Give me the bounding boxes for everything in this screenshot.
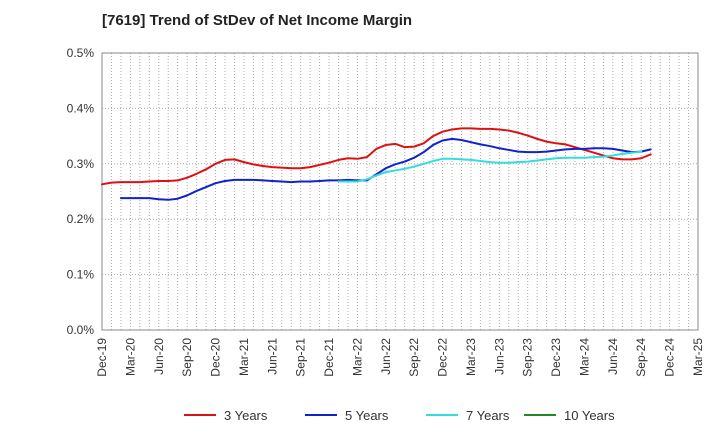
x-tick-label: Dec-23: [549, 338, 563, 377]
series-line-5-years: [119, 137, 652, 201]
x-tick-label: Dec-22: [436, 338, 450, 377]
chart-title: [7619] Trend of StDev of Net Income Marg…: [102, 12, 413, 29]
x-tick-label: Dec-20: [209, 338, 223, 377]
x-tick-label: Dec-19: [95, 338, 109, 377]
y-tick-label: 0.2%: [67, 212, 95, 226]
x-tick-label: Dec-21: [322, 338, 336, 377]
x-tick-label: Jun-23: [492, 338, 506, 375]
legend-label-5-years: 5 Years: [345, 408, 389, 423]
x-tick-label: Mar-22: [350, 338, 364, 376]
x-tick-label: Mar-24: [577, 338, 591, 376]
series-line-7-years: [337, 150, 643, 183]
legend-label-3-years: 3 Years: [224, 408, 268, 423]
x-tick-label: Mar-20: [123, 338, 137, 376]
y-tick-label: 0.1%: [67, 268, 95, 282]
x-tick-label: Jun-24: [606, 338, 620, 375]
x-tick-label: Sep-21: [294, 338, 308, 377]
legend-label-7-years: 7 Years: [466, 408, 510, 423]
x-tick-label: Jun-21: [265, 338, 279, 375]
y-tick-label: 0.3%: [67, 157, 95, 171]
x-tick-label: Jun-22: [379, 338, 393, 375]
x-tick-label: Dec-24: [663, 338, 677, 377]
x-tick-label: Sep-22: [407, 338, 421, 377]
plot-frame: [101, 52, 699, 331]
series-line-3-years: [101, 127, 652, 186]
x-tick-label: Jun-20: [152, 338, 166, 375]
x-tick-label: Mar-25: [691, 338, 705, 376]
x-tick-label: Mar-21: [237, 338, 251, 376]
x-tick-label: Sep-20: [180, 338, 194, 377]
x-tick-label: Sep-23: [521, 338, 535, 377]
legend-label-10-years: 10 Years: [564, 408, 615, 423]
y-tick-label: 0.4%: [67, 101, 95, 115]
y-tick-label: 0.5%: [67, 46, 95, 60]
x-tick-label: Sep-24: [634, 338, 648, 377]
x-tick-label: Mar-23: [464, 338, 478, 376]
y-tick-label: 0.0%: [67, 323, 95, 337]
